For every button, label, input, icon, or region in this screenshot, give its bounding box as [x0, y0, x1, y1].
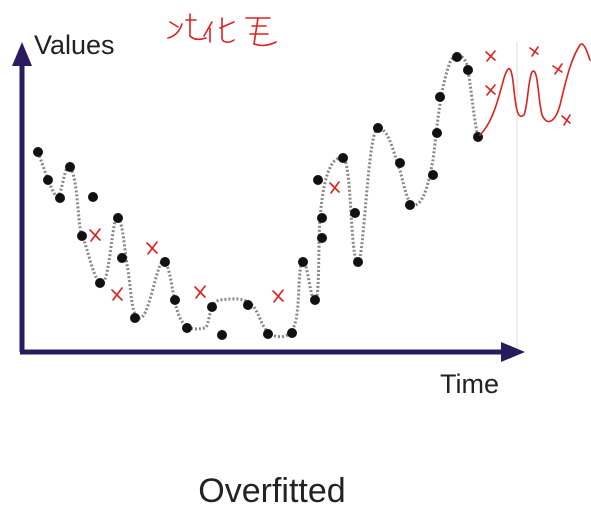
- data-point: [395, 158, 405, 168]
- red-mark: [561, 114, 571, 126]
- y-axis-arrow: [12, 42, 32, 66]
- data-point: [55, 193, 65, 203]
- data-point: [113, 213, 123, 223]
- data-point: [33, 147, 43, 157]
- x-axis-arrow: [501, 342, 525, 362]
- data-point: [160, 257, 170, 267]
- data-point: [170, 295, 180, 305]
- data-point: [405, 200, 415, 210]
- data-point: [287, 328, 297, 338]
- red-mark: [146, 241, 158, 255]
- data-point: [435, 92, 445, 102]
- red-mark: [194, 285, 206, 299]
- data-point: [243, 300, 253, 310]
- handwritten-annotations: [89, 13, 591, 303]
- data-point: [373, 123, 383, 133]
- data-point: [117, 253, 127, 263]
- red-handwriting: [203, 17, 235, 43]
- red-mark: [529, 46, 539, 57]
- data-point: [428, 170, 438, 180]
- data-point: [65, 162, 75, 172]
- data-point: [130, 313, 140, 323]
- caption: Overfitted: [198, 472, 345, 510]
- data-point: [217, 330, 227, 340]
- red-handwriting: [167, 13, 207, 41]
- data-point: [353, 257, 363, 267]
- data-point: [77, 231, 87, 241]
- x-axis-label: Time: [440, 369, 499, 399]
- data-point: [310, 295, 320, 305]
- red-mark: [111, 287, 123, 301]
- data-point: [263, 329, 273, 339]
- red-mark: [485, 50, 496, 62]
- data-point: [207, 302, 217, 312]
- data-point: [298, 257, 308, 267]
- data-point: [338, 153, 348, 163]
- y-axis-label: Values: [34, 30, 115, 60]
- data-points: [33, 52, 483, 340]
- data-point: [317, 233, 327, 243]
- red-mark: [485, 84, 496, 96]
- red-mark: [329, 181, 340, 194]
- data-point: [463, 65, 473, 75]
- data-point: [313, 175, 323, 185]
- data-point: [452, 52, 462, 62]
- red-mark: [272, 289, 284, 303]
- data-point: [432, 128, 442, 138]
- data-point: [182, 323, 192, 333]
- red-mark: [89, 228, 101, 242]
- red-mark: [552, 63, 563, 75]
- data-point: [317, 213, 327, 223]
- red-handwriting: [245, 17, 277, 47]
- data-point: [43, 175, 53, 185]
- data-point: [350, 208, 360, 218]
- data-point: [88, 192, 98, 202]
- red-squiggle: [479, 43, 591, 136]
- data-point: [95, 278, 105, 288]
